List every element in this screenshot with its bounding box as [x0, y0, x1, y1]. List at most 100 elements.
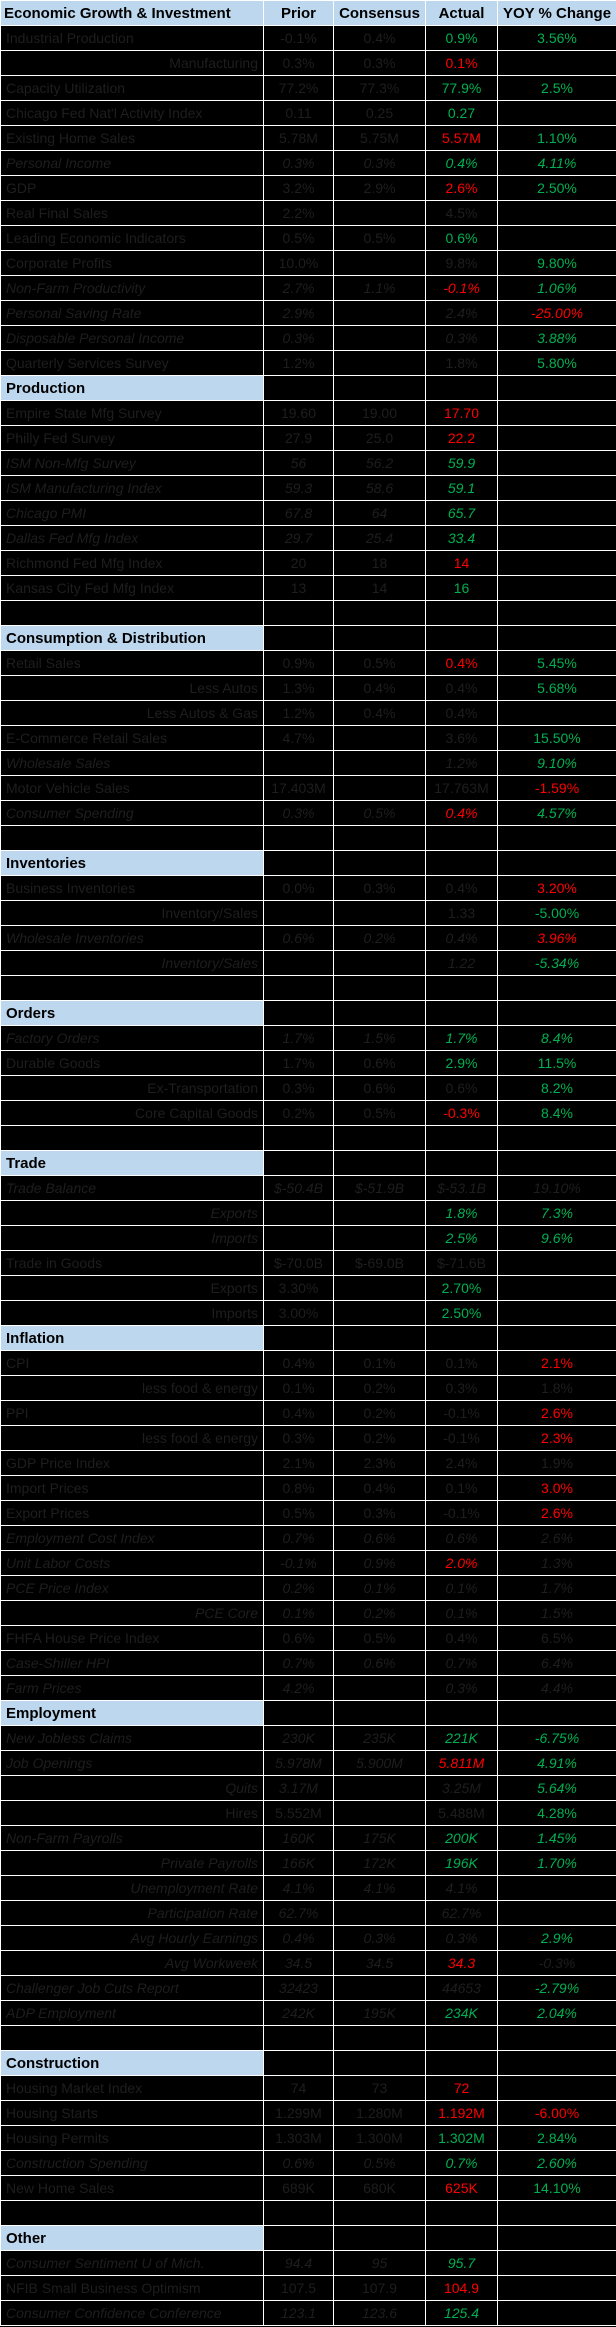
- empty-cell: [263, 1150, 334, 1176]
- prior-cell: 59.3: [263, 475, 334, 501]
- actual-cell: 1.2%: [425, 750, 498, 776]
- empty-cell: [333, 1150, 426, 1176]
- table-row: FHFA House Price Index 0.6% 0.5% 0.4% 6.5%: [0, 1625, 616, 1651]
- section-header-row: Orders: [0, 1000, 616, 1026]
- actual-cell: 2.9%: [425, 1050, 498, 1076]
- metric-label-cell: Housing Starts: [0, 2100, 264, 2126]
- section-header-row: Consumption & Distribution: [0, 625, 616, 651]
- table-row: Less Autos & Gas 1.2% 0.4% 0.4%: [0, 700, 616, 726]
- metric-label-cell: PPI: [0, 1400, 264, 1426]
- prior-cell: 3.00%: [263, 1300, 334, 1326]
- consensus-cell: [333, 200, 426, 226]
- prior-cell: 0.3%: [263, 50, 334, 76]
- consensus-cell: [333, 1675, 426, 1701]
- prior-cell: 0.6%: [263, 2150, 334, 2176]
- yoy-cell: [497, 700, 616, 726]
- consensus-cell: 0.6%: [333, 1525, 426, 1551]
- metric-label-cell: Trade Balance: [0, 1175, 264, 1201]
- prior-cell: 0.4%: [263, 1925, 334, 1951]
- metric-label-cell: Avg Hourly Earnings: [0, 1925, 264, 1951]
- empty-cell: [0, 600, 264, 626]
- prior-cell: 1.299M: [263, 2100, 334, 2126]
- actual-cell: 2.50%: [425, 1300, 498, 1326]
- prior-cell: 0.3%: [263, 800, 334, 826]
- yoy-cell: [497, 400, 616, 426]
- empty-cell: [0, 1125, 264, 1151]
- prior-cell: 13: [263, 575, 334, 601]
- yoy-cell: [497, 2075, 616, 2101]
- table-row: New Jobless Claims 230K 235K 221K -6.75%: [0, 1725, 616, 1751]
- prior-cell: [263, 950, 334, 976]
- prior-cell: 1.3%: [263, 675, 334, 701]
- table-row: Richmond Fed Mfg Index 20 18 14: [0, 550, 616, 576]
- prior-cell: 1.7%: [263, 1025, 334, 1051]
- actual-cell: 17.70: [425, 400, 498, 426]
- header-col-prior: Prior: [263, 0, 334, 26]
- metric-label-cell: Richmond Fed Mfg Index: [0, 550, 264, 576]
- prior-cell: 0.2%: [263, 1575, 334, 1601]
- table-row: Chicago PMI 67.8 64 65.7: [0, 500, 616, 526]
- actual-cell: 65.7: [425, 500, 498, 526]
- empty-cell: [425, 1325, 498, 1351]
- yoy-cell: 7.3%: [497, 1200, 616, 1226]
- consensus-cell: 1.1%: [333, 275, 426, 301]
- actual-cell: 4.1%: [425, 1875, 498, 1901]
- actual-cell: -0.1%: [425, 275, 498, 301]
- consensus-cell: 0.3%: [333, 1925, 426, 1951]
- prior-cell: 0.3%: [263, 1075, 334, 1101]
- prior-cell: 1.2%: [263, 700, 334, 726]
- empty-cell: [425, 2025, 498, 2051]
- empty-cell: [497, 1700, 616, 1726]
- section-title-cell: Inflation: [0, 1325, 264, 1351]
- header-col-actual: Actual: [425, 0, 498, 26]
- empty-cell: [425, 825, 498, 851]
- consensus-cell: 0.5%: [333, 1100, 426, 1126]
- metric-label-cell: ADP Employment: [0, 2000, 264, 2026]
- yoy-cell: 11.5%: [497, 1050, 616, 1076]
- section-title-cell: Employment: [0, 1700, 264, 1726]
- actual-cell: 221K: [425, 1725, 498, 1751]
- table-row: Inventory/Sales 1.22 -5.34%: [0, 950, 616, 976]
- empty-cell: [333, 2225, 426, 2251]
- yoy-cell: 2.5%: [497, 75, 616, 101]
- actual-cell: 5.57M: [425, 125, 498, 151]
- consensus-cell: 107.9: [333, 2275, 426, 2301]
- yoy-cell: 3.20%: [497, 875, 616, 901]
- consensus-cell: 0.1%: [333, 1575, 426, 1601]
- actual-cell: 0.4%: [425, 650, 498, 676]
- metric-label-cell: Corporate Profits: [0, 250, 264, 276]
- yoy-cell: 6.5%: [497, 1625, 616, 1651]
- yoy-cell: [497, 525, 616, 551]
- yoy-cell: [497, 2275, 616, 2301]
- actual-cell: 0.3%: [425, 1675, 498, 1701]
- yoy-cell: 9.6%: [497, 1225, 616, 1251]
- spacer-row: [0, 600, 616, 626]
- table-row: Corporate Profits 10.0% 9.8% 9.80%: [0, 250, 616, 276]
- prior-cell: 5.552M: [263, 1800, 334, 1826]
- consensus-cell: [333, 1275, 426, 1301]
- actual-cell: 234K: [425, 2000, 498, 2026]
- prior-cell: 29.7: [263, 525, 334, 551]
- table-row: ADP Employment 242K 195K 234K 2.04%: [0, 2000, 616, 2026]
- empty-cell: [333, 1000, 426, 1026]
- metric-label-cell: Core Capital Goods: [0, 1100, 264, 1126]
- yoy-cell: 3.56%: [497, 25, 616, 51]
- table-row: Farm Prices 4.2% 0.3% 4.4%: [0, 1675, 616, 1701]
- prior-cell: 0.3%: [263, 325, 334, 351]
- metric-label-cell: Unit Labor Costs: [0, 1550, 264, 1576]
- yoy-cell: 8.2%: [497, 1075, 616, 1101]
- section-title-cell: Construction: [0, 2050, 264, 2076]
- prior-cell: 62.7%: [263, 1900, 334, 1926]
- consensus-cell: 0.3%: [333, 1500, 426, 1526]
- actual-cell: 77.9%: [425, 75, 498, 101]
- metric-label-cell: Disposable Personal Income: [0, 325, 264, 351]
- yoy-cell: 9.80%: [497, 250, 616, 276]
- table-row: Private Payrolls 166K 172K 196K 1.70%: [0, 1850, 616, 1876]
- table-row: NFIB Small Business Optimism 107.5 107.9 10…: [0, 2275, 616, 2301]
- prior-cell: 0.7%: [263, 1650, 334, 1676]
- empty-cell: [497, 825, 616, 851]
- empty-cell: [425, 2225, 498, 2251]
- prior-cell: 166K: [263, 1850, 334, 1876]
